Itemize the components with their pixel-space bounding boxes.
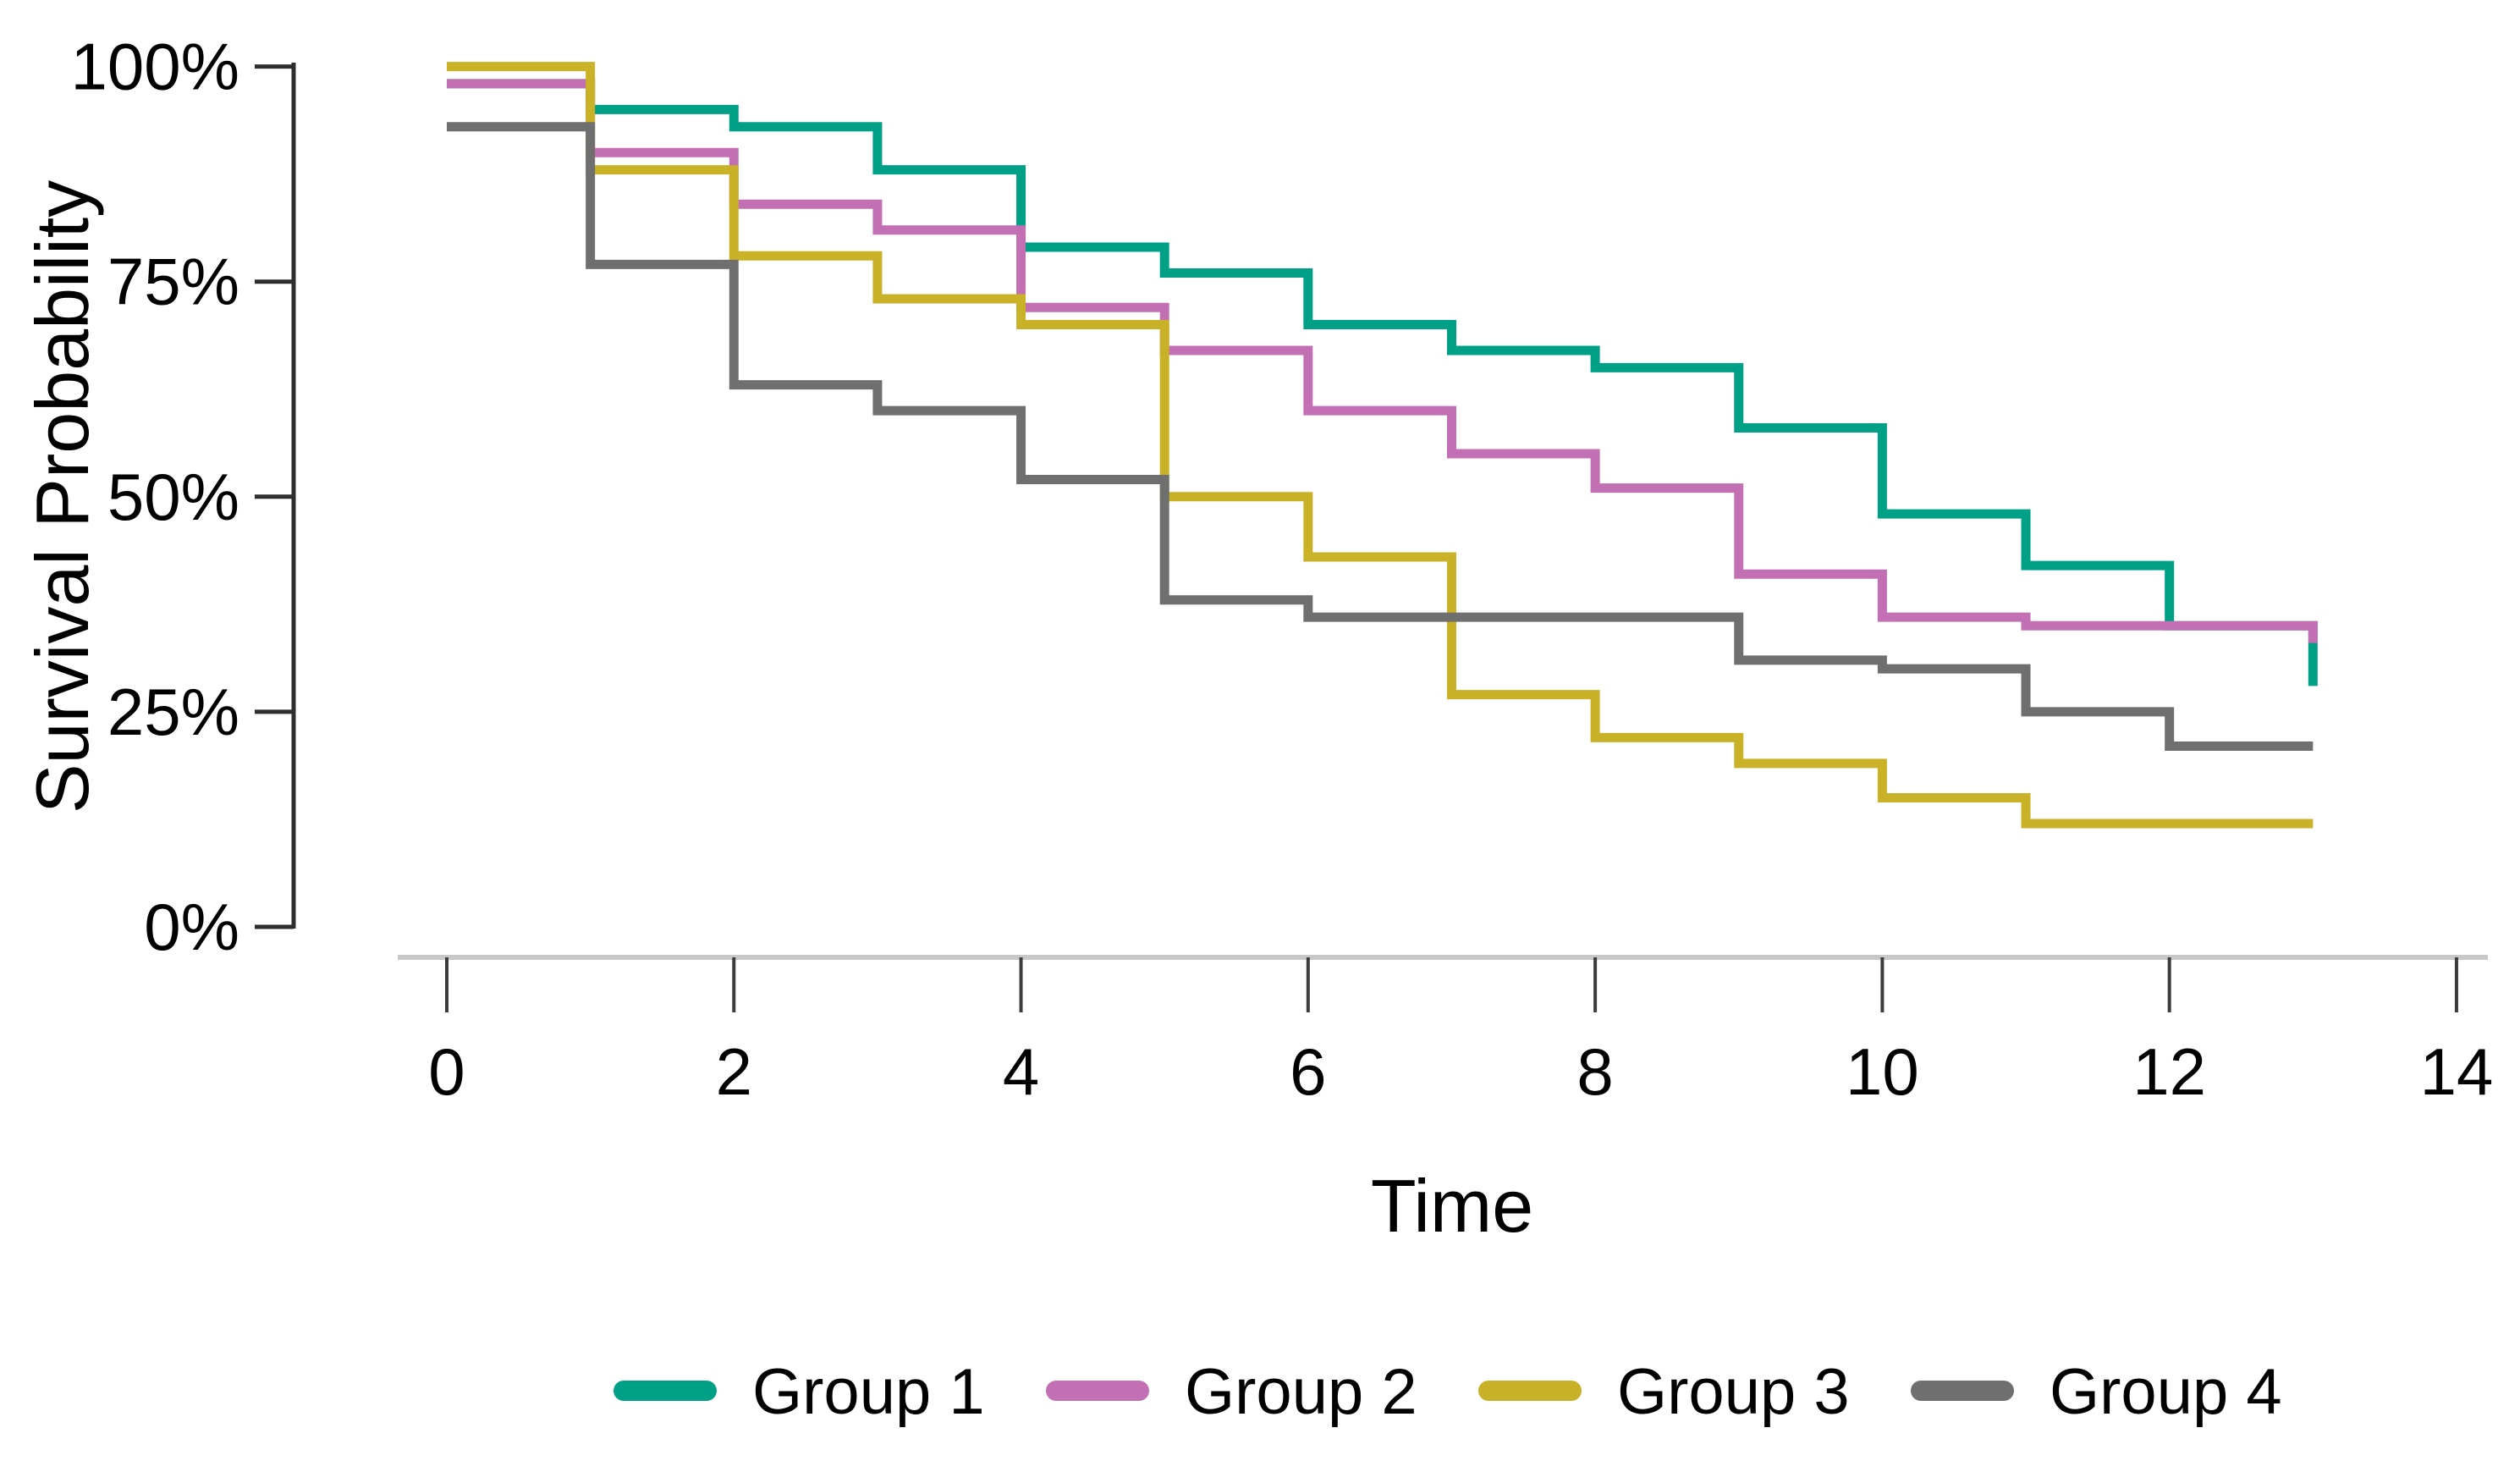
x-tick-label: 10 <box>1846 1034 1919 1109</box>
survival-curve-group-2 <box>447 79 2318 643</box>
x-tick-label: 14 <box>2420 1034 2494 1109</box>
x-tick-label: 6 <box>1290 1034 1326 1109</box>
y-tick-label: 100% <box>71 30 240 104</box>
legend-swatch <box>1478 1381 1582 1401</box>
y-axis: 100% 75% 50% 25% 0% <box>71 30 296 964</box>
legend-swatch <box>1911 1381 2014 1401</box>
legend-item: Group 4 <box>1911 1356 2282 1428</box>
survival-curve-group-4 <box>447 122 2314 752</box>
x-axis-title: Time <box>1371 1164 1533 1248</box>
legend-item-label: Group 1 <box>752 1356 985 1428</box>
legend-item-label: Group 2 <box>1185 1356 1417 1428</box>
legend-item-label: Group 3 <box>1617 1356 1850 1428</box>
x-tick-label: 8 <box>1576 1034 1613 1109</box>
x-tick-label: 12 <box>2132 1034 2206 1109</box>
legend-swatch <box>1046 1381 1149 1401</box>
survival-curve-group-3 <box>447 62 2314 829</box>
y-tick-label: 50% <box>107 460 239 534</box>
survival-curve-group-1 <box>447 79 2318 686</box>
legend-item: Group 2 <box>1046 1356 1417 1428</box>
x-tick-label: 2 <box>716 1034 752 1109</box>
legend-item: Group 3 <box>1478 1356 1850 1428</box>
legend: Group 1 Group 2 Group 3 Group 4 <box>613 1356 2282 1428</box>
x-tick-label: 4 <box>1003 1034 1039 1109</box>
y-tick-label: 0% <box>144 890 239 964</box>
x-axis: 0 2 4 6 8 10 12 14 <box>398 955 2494 1109</box>
legend-item: Group 1 <box>613 1356 985 1428</box>
legend-swatch <box>613 1381 717 1401</box>
y-axis-title: Survival Probability <box>20 180 104 813</box>
legend-item-label: Group 4 <box>2050 1356 2282 1428</box>
series-layer <box>447 62 2318 829</box>
y-tick-label: 25% <box>107 675 239 749</box>
x-tick-label: 0 <box>428 1034 465 1109</box>
y-tick-label: 75% <box>107 245 239 319</box>
